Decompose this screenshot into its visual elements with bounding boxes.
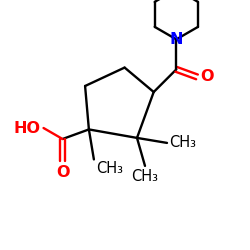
Text: CH₃: CH₃ bbox=[132, 169, 158, 184]
Text: CH₃: CH₃ bbox=[96, 162, 123, 176]
Text: O: O bbox=[200, 70, 213, 84]
Text: HO: HO bbox=[14, 120, 40, 136]
Text: O: O bbox=[56, 165, 69, 180]
Text: N: N bbox=[170, 32, 183, 47]
Text: CH₃: CH₃ bbox=[169, 136, 196, 150]
